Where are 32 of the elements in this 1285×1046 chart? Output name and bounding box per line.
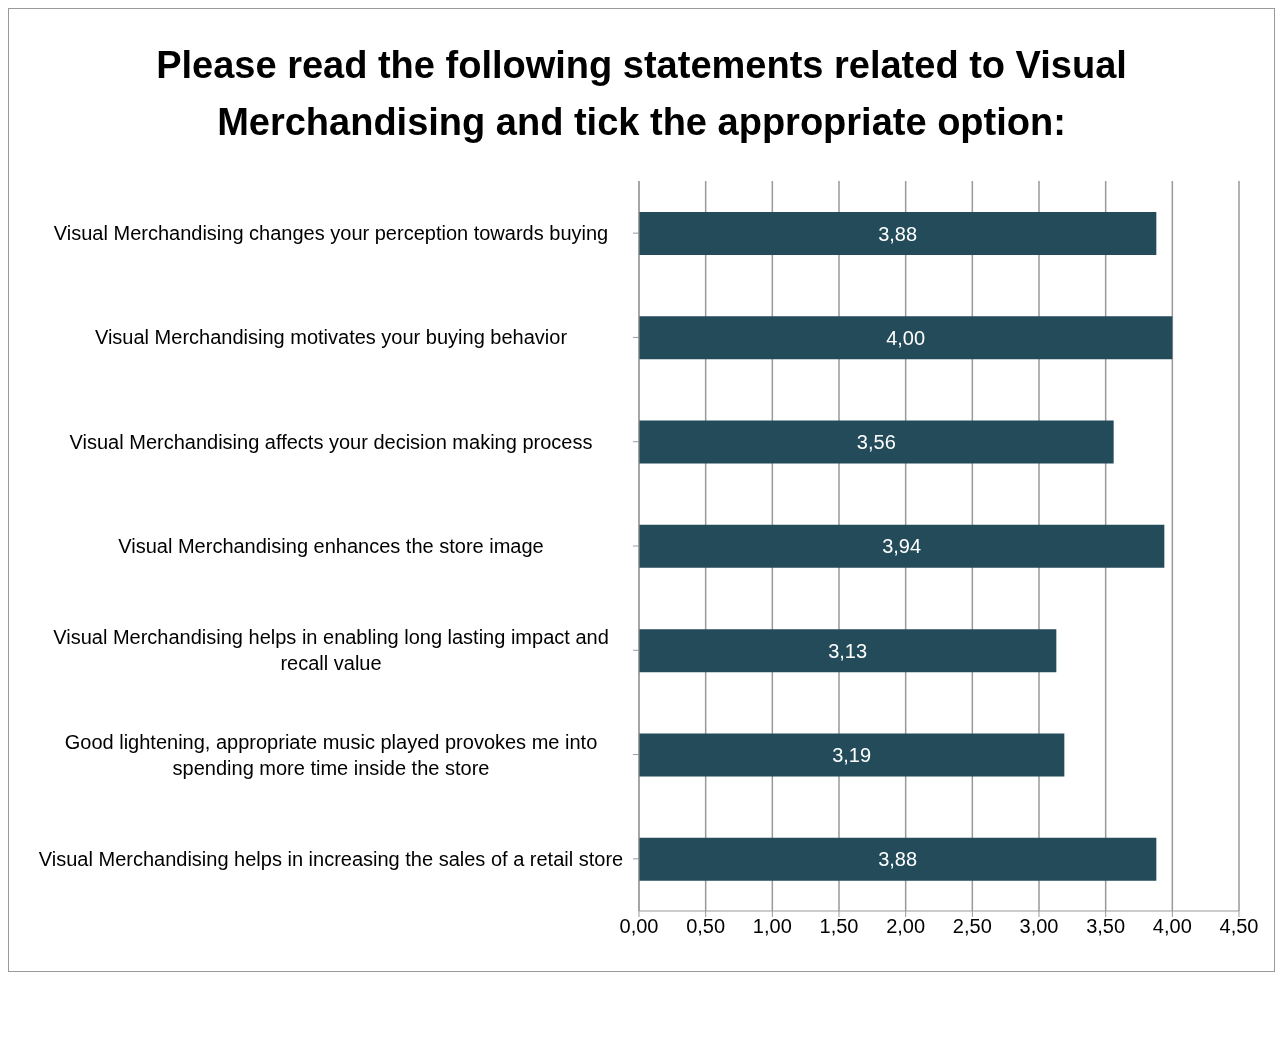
data-label: 4,00 xyxy=(886,326,926,349)
y-tick-label: Visual Merchandising helps in increasing the sales of a retail store xyxy=(38,847,624,870)
y-tick-label: Visual Merchandising motivates your buying behavior xyxy=(94,326,568,349)
x-tick-label: 2,00 xyxy=(886,915,926,938)
bar xyxy=(639,837,1157,881)
x-tick-label: 1,00 xyxy=(752,915,792,938)
bar xyxy=(639,420,1114,464)
x-tick-label: 0,50 xyxy=(686,915,726,938)
x-tick-label: 2,50 xyxy=(952,915,992,938)
y-tick-label: Visual Merchandising changes your perception towards buying xyxy=(53,222,609,245)
data-label: 3,94 xyxy=(882,535,922,558)
chart-title: Please read the following statements related to Visual Merchandising and tick the appropriate option: xyxy=(155,43,1128,145)
bar xyxy=(639,212,1157,255)
x-tick-label: 3,50 xyxy=(1086,915,1126,938)
x-tick-label: 4,00 xyxy=(1152,915,1192,938)
bar xyxy=(639,629,1057,673)
x-tick-label: 1,50 xyxy=(819,915,859,938)
bar xyxy=(639,524,1165,568)
bar xyxy=(639,733,1065,777)
y-tick-label: Visual Merchandising enhances the store image xyxy=(118,535,544,557)
y-tick-label: Visual Merchandising affects your decision making process xyxy=(69,430,593,453)
data-label: 3,19 xyxy=(832,744,872,767)
y-tick-label: Visual Merchandising helps in enabling long lasting impact and recall value xyxy=(53,626,609,675)
data-label: 3,56 xyxy=(856,431,896,454)
data-label: 3,88 xyxy=(878,848,918,871)
y-tick-label: Good lightening, appropriate music played provokes me into spending more time inside the store xyxy=(64,730,598,779)
data-label: 3,88 xyxy=(878,222,918,245)
x-tick-label: 3,00 xyxy=(1019,915,1059,938)
x-tick-label: 4,50 xyxy=(1219,915,1259,938)
bar xyxy=(639,316,1173,360)
x-tick-label: 0,00 xyxy=(619,915,659,938)
data-label: 3,13 xyxy=(828,639,868,662)
